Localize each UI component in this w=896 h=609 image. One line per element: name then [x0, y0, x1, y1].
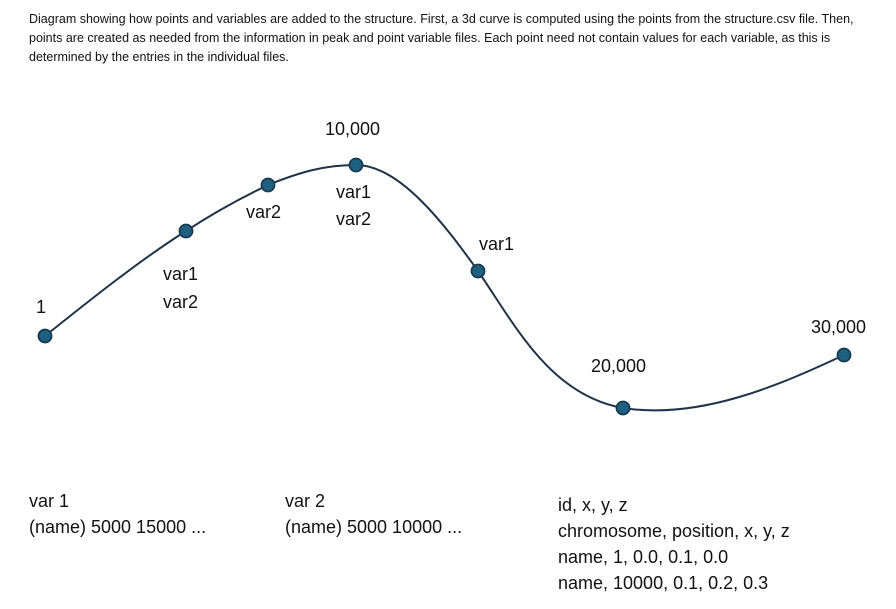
point-5-var-label: var1 [479, 234, 514, 254]
curve-point-6 [615, 400, 631, 416]
curve-point-1 [37, 328, 53, 344]
label-start: 1 [36, 297, 46, 317]
point-4-var-label: var1 [336, 182, 371, 202]
curve-point-2 [178, 223, 194, 239]
var2-file-block: var 2 (name) 5000 10000 ... [285, 488, 462, 540]
var1-file-block: var 1 (name) 5000 15000 ... [29, 488, 206, 540]
var1-file-title: var 1 [29, 491, 70, 511]
var1-file-line: (name) 5000 15000 ... [29, 517, 207, 537]
var2-file-line: (name) 5000 10000 ... [285, 517, 463, 537]
point-2-var-label: var1 [163, 264, 198, 284]
structure-file-line: name, 1, 0.0, 0.1, 0.0 [558, 547, 729, 567]
structure-curve [44, 163, 845, 412]
curve-point-7 [836, 347, 852, 363]
diagram-caption: Diagram showing how points and variables… [29, 12, 854, 64]
curve-point-4 [348, 157, 364, 173]
var2-file-title: var 2 [285, 491, 326, 511]
point-3-var-label: var2 [246, 202, 281, 222]
curve-point-5 [470, 263, 486, 279]
label-trough: 20,000 [591, 356, 646, 376]
label-peak: 10,000 [325, 119, 380, 139]
structure-file-line: name, 10000, 0.1, 0.2, 0.3 [558, 573, 769, 593]
point-2-var-label: var2 [163, 292, 198, 312]
label-end: 30,000 [811, 317, 866, 337]
point-4-var-label: var2 [336, 209, 371, 229]
structure-file-block: id, x, y, z chromosome, position, x, y, … [558, 492, 790, 596]
structure-file-line: chromosome, position, x, y, z [558, 521, 790, 541]
structure-file-line: id, x, y, z [558, 495, 628, 515]
curve-point-3 [260, 177, 276, 193]
